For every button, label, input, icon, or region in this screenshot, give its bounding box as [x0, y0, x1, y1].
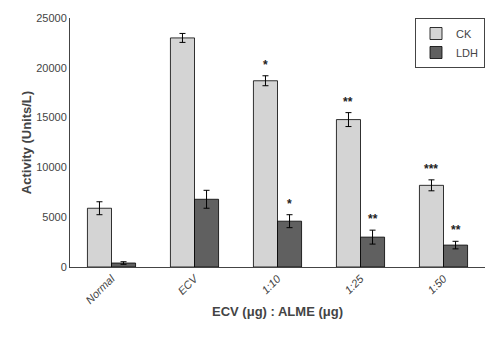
svg-text:20000: 20000 [36, 62, 67, 74]
svg-text:ECV: ECV [175, 271, 201, 297]
svg-text:**: ** [451, 223, 461, 237]
svg-text:Normal: Normal [83, 272, 117, 306]
svg-text:5000: 5000 [42, 211, 66, 223]
svg-text:1:25: 1:25 [342, 272, 366, 296]
svg-text:1:50: 1:50 [425, 272, 449, 296]
svg-text:LDH: LDH [456, 47, 478, 59]
svg-text:*: * [263, 58, 268, 72]
svg-text:1:10: 1:10 [259, 272, 283, 296]
svg-text:Activity (Units/L): Activity (Units/L) [19, 91, 34, 194]
svg-text:0: 0 [61, 261, 67, 273]
svg-text:ECV (μg) : ALME (μg): ECV (μg) : ALME (μg) [212, 304, 343, 319]
svg-text:**: ** [368, 212, 378, 226]
svg-text:***: *** [424, 162, 438, 176]
svg-text:15000: 15000 [36, 111, 67, 123]
svg-text:25000: 25000 [36, 12, 67, 24]
svg-text:**: ** [343, 95, 353, 109]
svg-text:CK: CK [456, 28, 472, 40]
svg-text:10000: 10000 [36, 161, 67, 173]
svg-text:*: * [287, 197, 292, 211]
